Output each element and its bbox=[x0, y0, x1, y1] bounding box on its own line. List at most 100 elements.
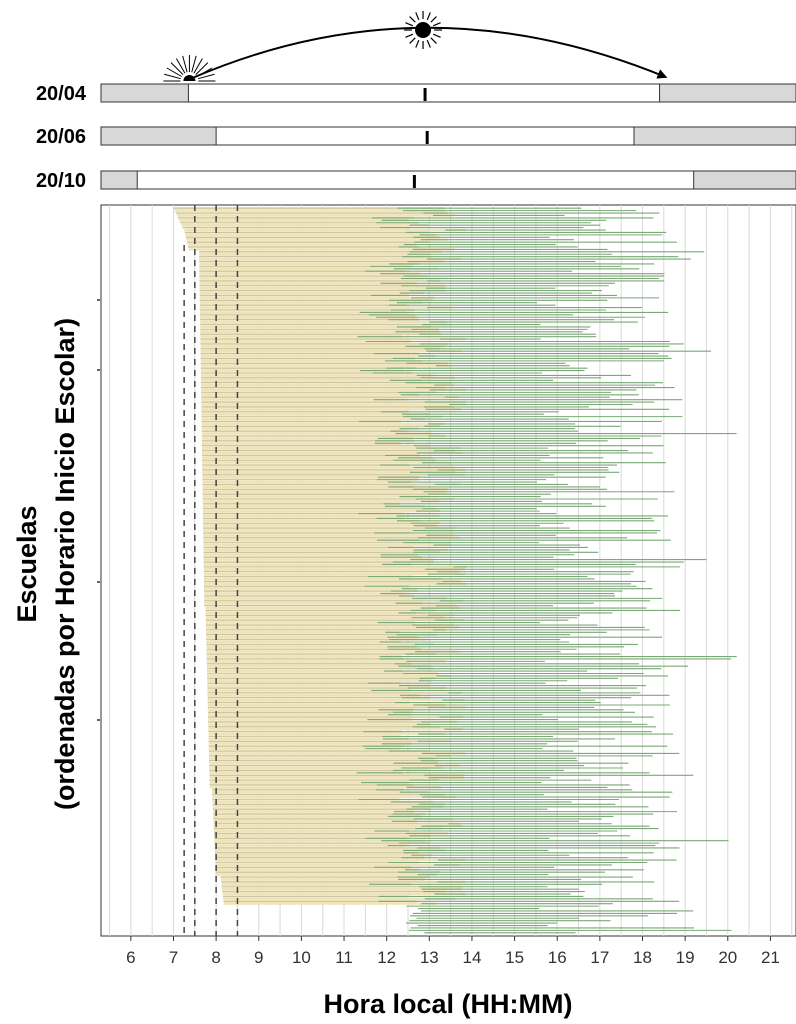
school-row bbox=[184, 228, 606, 232]
school-row bbox=[206, 648, 577, 651]
school-hours-bar bbox=[208, 723, 431, 726]
school-hours-bar bbox=[207, 694, 420, 697]
school-row bbox=[203, 529, 661, 532]
school-hours-bar bbox=[214, 834, 431, 837]
school-row bbox=[208, 732, 674, 736]
school-row bbox=[207, 711, 636, 714]
school-hours-bar bbox=[199, 257, 462, 261]
school-hours-bar bbox=[202, 514, 440, 518]
school-hours-bar bbox=[206, 669, 403, 673]
school-row bbox=[207, 679, 568, 682]
school-row bbox=[200, 376, 602, 379]
school-row bbox=[202, 485, 601, 488]
school-row bbox=[201, 391, 612, 394]
school-row bbox=[200, 362, 566, 365]
sun-icon bbox=[404, 11, 443, 49]
school-hours-bar bbox=[199, 267, 439, 270]
school-row bbox=[220, 875, 633, 879]
school-hours-bar bbox=[201, 403, 467, 406]
school-hours-bar bbox=[201, 398, 407, 401]
school-row bbox=[199, 272, 665, 275]
school-row bbox=[200, 328, 588, 331]
school-row bbox=[179, 219, 607, 222]
school-row bbox=[207, 708, 624, 711]
school-hours-bar bbox=[181, 223, 429, 227]
school-hours-bar bbox=[202, 490, 448, 493]
school-row bbox=[200, 333, 596, 336]
school-hours-bar bbox=[213, 820, 418, 823]
school-hours-bar bbox=[201, 446, 461, 450]
school-hours-bar bbox=[188, 248, 455, 251]
school-row bbox=[208, 744, 668, 748]
school-row bbox=[207, 691, 641, 694]
school-row bbox=[204, 599, 651, 602]
school-row bbox=[199, 260, 596, 263]
school-row bbox=[203, 563, 636, 566]
school-row bbox=[173, 207, 582, 210]
school-hours-bar bbox=[185, 233, 437, 236]
school-hours-bar bbox=[207, 703, 446, 707]
school-row bbox=[212, 791, 673, 794]
school-hours-bar bbox=[212, 810, 414, 813]
x-tick-label: 6 bbox=[126, 948, 135, 967]
school-row bbox=[199, 308, 607, 312]
school-row bbox=[203, 570, 634, 573]
y-axis-title: Escuelas (ordenadas por Horario Inicio E… bbox=[12, 318, 80, 810]
school-row bbox=[206, 633, 571, 636]
school-hours-bar bbox=[202, 471, 456, 474]
school-row bbox=[206, 645, 625, 648]
school-row bbox=[215, 856, 629, 859]
school-hours-bar bbox=[200, 340, 412, 343]
school-row bbox=[223, 902, 613, 905]
school-row bbox=[199, 294, 617, 297]
school-row bbox=[202, 483, 568, 486]
school-row bbox=[209, 778, 592, 782]
school-hours-bar bbox=[199, 282, 417, 285]
school-row bbox=[204, 602, 594, 605]
school-hours-bar bbox=[200, 349, 462, 353]
school-row bbox=[212, 798, 619, 801]
school-row bbox=[203, 575, 588, 578]
school-row bbox=[199, 282, 615, 285]
school-hours-bar bbox=[205, 626, 460, 629]
school-hours-bar bbox=[200, 369, 404, 372]
school-row bbox=[209, 757, 577, 760]
school-row bbox=[201, 410, 559, 413]
school-row bbox=[200, 349, 712, 353]
school-hours-bar bbox=[207, 674, 451, 678]
school-row bbox=[199, 270, 573, 273]
x-tick-label: 8 bbox=[211, 948, 220, 967]
x-tick-label: 18 bbox=[633, 948, 652, 967]
school-row bbox=[207, 706, 595, 709]
school-row bbox=[212, 803, 616, 806]
school-row bbox=[200, 381, 664, 384]
school-hours-bar bbox=[212, 805, 444, 808]
school-hours-bar bbox=[206, 631, 400, 634]
school-row bbox=[187, 243, 556, 246]
school-row bbox=[200, 318, 615, 321]
school-hours-bar bbox=[201, 383, 454, 387]
school-row bbox=[200, 340, 670, 343]
school-row bbox=[208, 747, 543, 750]
school-hours-bar bbox=[203, 558, 434, 561]
school-bars bbox=[173, 207, 737, 934]
school-hours-bar bbox=[215, 854, 432, 857]
school-row bbox=[215, 873, 549, 876]
school-row bbox=[203, 546, 589, 549]
school-row bbox=[213, 812, 654, 816]
school-row bbox=[185, 233, 663, 236]
school-hours-bar bbox=[201, 393, 420, 396]
school-row bbox=[215, 861, 648, 864]
school-row bbox=[221, 883, 602, 886]
school-row bbox=[203, 555, 554, 559]
school-row bbox=[200, 335, 597, 338]
school-row bbox=[214, 844, 656, 847]
school-row bbox=[203, 519, 655, 522]
school-row bbox=[202, 471, 620, 474]
school-row bbox=[203, 560, 684, 564]
school-row bbox=[211, 788, 633, 791]
sun-path-annotation bbox=[163, 11, 668, 82]
school-row bbox=[202, 502, 593, 505]
school-row bbox=[215, 868, 644, 871]
